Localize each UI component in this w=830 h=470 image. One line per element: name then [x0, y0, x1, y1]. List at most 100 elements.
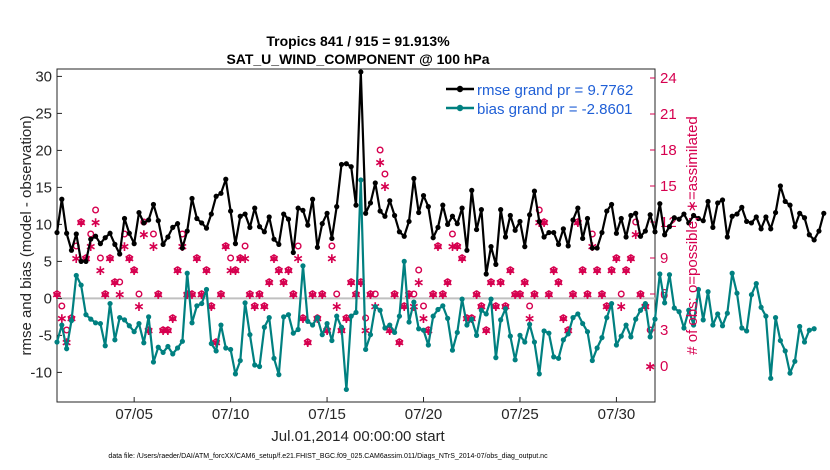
y-tick-label-right: 0 — [660, 358, 668, 375]
bias-point — [454, 329, 460, 336]
rmse-point — [329, 235, 335, 242]
obs-assimilated-point: ∗ — [287, 286, 299, 302]
bias-point — [117, 315, 123, 321]
rmse-point — [565, 243, 571, 249]
rmse-point — [445, 221, 451, 227]
rmse-point — [406, 218, 412, 225]
obs-assimilated-point: ∗ — [582, 286, 594, 302]
bias-point — [247, 332, 253, 338]
rmse-point — [517, 218, 523, 225]
obs-assimilated-point: ∗ — [181, 286, 193, 302]
bias-point — [449, 347, 456, 353]
legend-marker-rmse — [456, 85, 464, 93]
bias-point — [445, 315, 451, 321]
obs-assimilated-point: ∗ — [75, 214, 87, 230]
obs-possible-point — [125, 254, 133, 262]
obs-assimilated-point: ∗ — [143, 322, 155, 338]
rmse-point — [208, 211, 214, 217]
x-tick-label: 07/15 — [308, 406, 346, 423]
bias-point — [377, 307, 383, 313]
y-tick-label-left: 15 — [35, 179, 52, 196]
rmse-point — [155, 218, 161, 224]
x-tick-label: 07/30 — [598, 406, 636, 423]
obs-assimilated-point: ∗ — [138, 226, 150, 242]
obs-assimilated-point: ∗ — [302, 334, 314, 350]
bias-point — [136, 320, 142, 327]
obs-assimilated-point: ∗ — [644, 358, 656, 374]
obs-assimilated-point: ∗ — [529, 286, 541, 302]
bias-point — [367, 332, 374, 338]
obs-possible-point — [111, 278, 119, 286]
rmse-point — [628, 212, 634, 219]
bias-point — [507, 333, 513, 339]
obs-assimilated-point: ∗ — [635, 286, 647, 302]
obs-possible-point — [328, 242, 336, 250]
rmse-point — [758, 226, 764, 232]
rmse-point — [642, 228, 648, 234]
y-tick-label-left: 5 — [44, 253, 52, 270]
rmse-point — [199, 220, 205, 226]
rmse-point — [777, 183, 783, 189]
obs-assimilated-point: ∗ — [85, 238, 97, 254]
obs-assimilated-point: ∗ — [326, 250, 338, 266]
obs-possible-point — [116, 278, 124, 286]
bias-point — [165, 343, 171, 350]
rmse-point — [560, 226, 566, 232]
bias-point — [686, 307, 692, 313]
rmse-point — [232, 241, 239, 247]
bias-point — [141, 340, 147, 346]
rmse-point — [478, 207, 484, 213]
rmse-point — [136, 209, 142, 216]
obs-assimilated-point: ∗ — [148, 238, 160, 254]
bias-point — [710, 322, 716, 328]
bias-point — [353, 309, 359, 316]
obs-possible-point — [193, 254, 201, 262]
rmse-point — [309, 196, 316, 202]
obs-assimilated-point: ∗ — [379, 178, 391, 194]
rmse-point — [396, 229, 403, 235]
obs-possible-point — [376, 146, 384, 154]
bias-point — [435, 306, 441, 313]
bias-point — [551, 354, 557, 360]
obs-possible-point — [559, 314, 567, 322]
bias-point — [425, 342, 431, 348]
obs-assimilated-point: ∗ — [461, 310, 473, 326]
rmse-point — [261, 229, 267, 235]
y-tick-label-right: 18 — [660, 142, 677, 159]
series-bias — [54, 177, 817, 393]
rmse-point — [68, 247, 75, 253]
obs-possible-point — [164, 326, 172, 334]
rmse-point — [348, 164, 354, 170]
rmse-point — [141, 220, 147, 226]
rmse-point — [546, 229, 552, 236]
obs-possible-point — [482, 326, 490, 334]
obs-assimilated-point: ∗ — [620, 262, 632, 278]
rmse-point — [189, 195, 195, 202]
rmse-point — [314, 244, 321, 250]
bias-point — [729, 270, 735, 276]
rmse-point — [146, 217, 152, 223]
bias-point — [589, 357, 595, 364]
obs-assimilated-point: ∗ — [374, 154, 386, 170]
obs-assimilated-point: ∗ — [263, 274, 275, 290]
y-tick-label-right: 3 — [660, 322, 668, 339]
obs-possible-point — [598, 290, 606, 298]
x-tick-label: 07/10 — [212, 406, 250, 423]
rmse-point — [792, 224, 798, 230]
obs-assimilated-point: ∗ — [254, 286, 266, 302]
obs-assimilated-point: ∗ — [615, 298, 627, 314]
obs-assimilated-point: ∗ — [172, 262, 184, 278]
obs-assimilated-point: ∗ — [191, 250, 203, 266]
obs-assimilated-point: ∗ — [562, 322, 574, 338]
bias-point — [483, 311, 489, 317]
rmse-point — [763, 214, 769, 220]
obs-assimilated-point: ∗ — [234, 250, 246, 266]
obs-possible-point — [395, 338, 403, 346]
rmse-point — [753, 214, 759, 220]
bias-point — [657, 271, 663, 277]
bias-point — [131, 329, 137, 335]
bias-point — [73, 272, 79, 279]
bias-point — [276, 372, 282, 378]
x-axis-label: Jul.01,2014 00:00:00 start — [271, 428, 445, 445]
series-layer: ∗∗∗∗∗∗∗∗∗∗∗∗∗∗∗∗∗∗∗∗∗∗∗∗∗∗∗∗∗∗∗∗∗∗∗∗∗∗∗∗… — [51, 69, 827, 393]
